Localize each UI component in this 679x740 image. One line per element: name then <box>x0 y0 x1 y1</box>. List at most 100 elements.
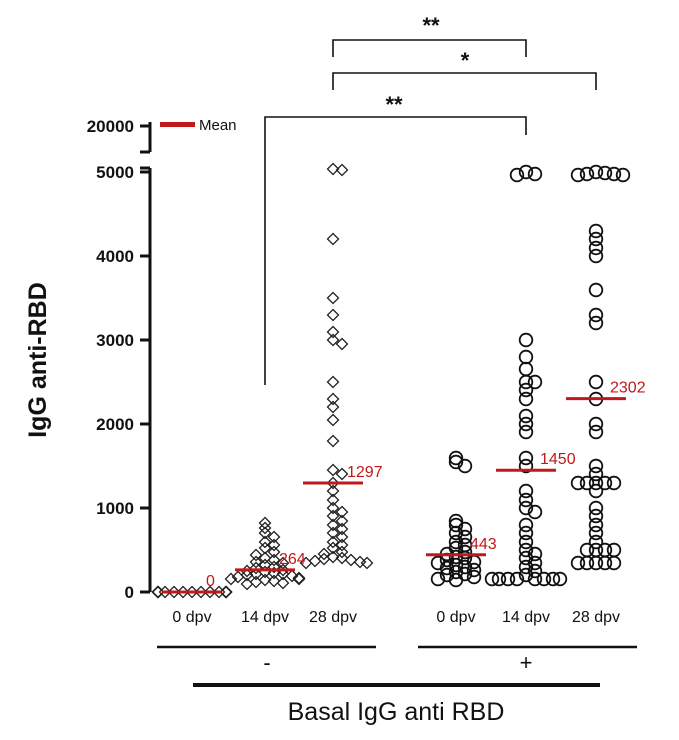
diamond-point <box>219 585 233 599</box>
diamond-point <box>258 516 272 530</box>
diamond-point <box>185 585 199 599</box>
circle-point <box>448 517 464 533</box>
mean-lines: 0 264 1297 443 1450 2302 <box>162 380 646 594</box>
circle-point <box>588 248 604 264</box>
diamond-point <box>292 571 306 585</box>
circle-point <box>518 458 534 474</box>
diamond-point <box>276 567 290 581</box>
circle-point <box>606 542 622 558</box>
diamond-point <box>267 545 281 559</box>
diamond-point <box>326 476 340 490</box>
circle-point <box>518 483 534 499</box>
diamond-point <box>258 521 272 535</box>
diamond-point <box>258 535 272 549</box>
diamond-point <box>224 572 238 586</box>
diamond-point <box>219 585 233 599</box>
circle-point <box>448 564 464 580</box>
y-tick-label: 5000 <box>96 163 134 182</box>
diamond-point <box>219 585 233 599</box>
diamond-point <box>326 509 340 523</box>
y-axis-ticks: 0 1000 2000 3000 4000 5000 20000 <box>87 117 150 602</box>
circle-point <box>527 166 543 182</box>
circle-point <box>448 450 464 466</box>
diamond-point <box>360 556 374 570</box>
diamond-point <box>344 553 358 567</box>
y-axis-label: IgG anti-RBD <box>24 282 52 438</box>
circle-point <box>588 525 604 541</box>
diamond-point <box>326 308 340 322</box>
diamond-point <box>317 552 331 566</box>
y-tick-label: 1000 <box>96 499 134 518</box>
diamond-point <box>335 505 349 519</box>
circle-point <box>597 165 613 181</box>
circle-point <box>527 374 543 390</box>
diamond-point <box>276 576 290 590</box>
x-axis-label: Basal IgG anti RBD <box>288 698 505 726</box>
circle-point <box>518 424 534 440</box>
diamond-point <box>151 585 165 599</box>
diamond-point <box>194 585 208 599</box>
circle-point <box>518 374 534 390</box>
diamond-point <box>258 573 272 587</box>
data-points <box>151 162 631 599</box>
circle-point <box>570 167 586 183</box>
circle-point <box>588 307 604 323</box>
circle-point <box>527 571 543 587</box>
circle-point <box>588 416 604 432</box>
circle-point <box>518 542 534 558</box>
diamond-point <box>326 413 340 427</box>
significance-brackets <box>264 39 597 385</box>
circle-point <box>439 560 455 576</box>
circle-point <box>588 517 604 533</box>
circle-point <box>518 559 534 575</box>
circle-point <box>448 454 464 470</box>
circle-point <box>518 450 534 466</box>
diamond-point <box>335 545 349 559</box>
diamond-point <box>326 493 340 507</box>
diamond-point <box>219 585 233 599</box>
diamond-point <box>326 162 340 176</box>
x-tick-label: 0 dpv <box>172 609 211 626</box>
circle-point <box>527 563 543 579</box>
circle-point <box>545 571 561 587</box>
circle-point <box>518 517 534 533</box>
circle-point <box>500 571 516 587</box>
diamond-point <box>276 563 290 577</box>
diamond-point <box>267 574 281 588</box>
diamond-point <box>326 484 340 498</box>
diamond-point <box>335 538 349 552</box>
diamond-point <box>335 467 349 481</box>
circle-point <box>588 223 604 239</box>
diamond-point <box>335 522 349 536</box>
diamond-point <box>317 547 331 561</box>
circle-point <box>491 571 507 587</box>
circle-point <box>518 567 534 583</box>
circle-point <box>509 167 525 183</box>
y-tick-label: 0 <box>125 583 134 602</box>
diamond-point <box>151 585 165 599</box>
circle-point <box>606 555 622 571</box>
circle-point <box>588 315 604 331</box>
diamond-point <box>326 526 340 540</box>
mean-value-label: 0 <box>206 573 215 590</box>
circle-point <box>588 534 604 550</box>
circle-point <box>536 571 552 587</box>
diamond-point <box>151 585 165 599</box>
circle-point <box>588 483 604 499</box>
circle-point <box>579 555 595 571</box>
diamond-point <box>326 375 340 389</box>
mean-value-label: 2302 <box>610 380 646 397</box>
diamond-point <box>219 585 233 599</box>
circle-point <box>588 466 604 482</box>
diamond-point <box>267 553 281 567</box>
diamond-point <box>326 463 340 477</box>
circle-point <box>448 525 464 541</box>
circle-point <box>588 555 604 571</box>
circle-point <box>466 569 482 585</box>
diamond-point <box>240 568 254 582</box>
mean-value-label: 443 <box>470 536 497 553</box>
circle-point <box>466 562 482 578</box>
legend-mean-swatch <box>160 122 195 127</box>
diamond-point <box>249 555 263 569</box>
circle-point <box>527 504 543 520</box>
